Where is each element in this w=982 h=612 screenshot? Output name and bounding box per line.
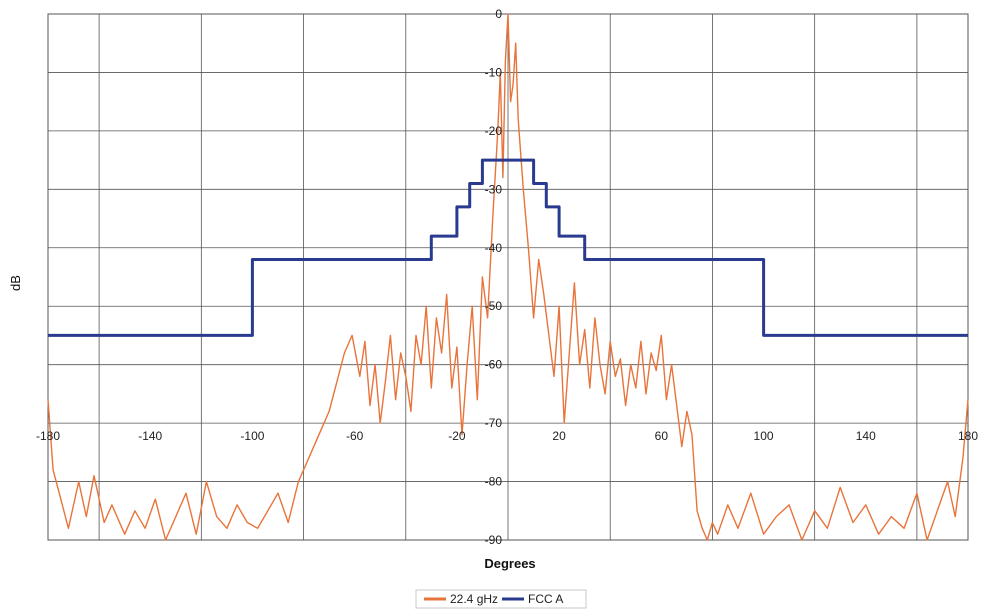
y-tick-label: -30: [485, 182, 503, 196]
tick-labels: -180 -140 -100 -60 -20 20 60 100 140 180 0 -10 -20 -3…: [36, 7, 978, 547]
x-tick-label: -180: [36, 429, 60, 443]
legend: 22.4 gHz FCC A: [416, 590, 586, 608]
x-tick-label: 180: [958, 429, 978, 443]
x-tick-label: 20: [552, 429, 566, 443]
grid: [48, 14, 968, 540]
x-tick-label: 100: [754, 429, 774, 443]
x-tick-label: -100: [240, 429, 264, 443]
y-tick-label: -50: [485, 299, 503, 313]
x-tick-label: 140: [856, 429, 876, 443]
y-tick-label: -60: [485, 358, 503, 372]
x-axis-title: Degrees: [484, 556, 535, 571]
x-tick-label: -20: [448, 429, 466, 443]
legend-label-fcc-a: FCC A: [528, 592, 563, 606]
y-tick-label: 0: [495, 7, 502, 21]
y-tick-label: -10: [485, 65, 503, 79]
y-tick-label: -70: [485, 416, 503, 430]
y-tick-label: -20: [485, 124, 503, 138]
x-tick-label: 60: [655, 429, 669, 443]
x-tick-label: -140: [138, 429, 162, 443]
y-axis-title: dB: [8, 275, 23, 291]
legend-label-22-4-ghz: 22.4 gHz: [450, 592, 498, 606]
x-tick-label: -60: [346, 429, 364, 443]
y-tick-label: -90: [485, 533, 503, 547]
y-tick-label: -40: [485, 241, 503, 255]
y-tick-label: -80: [485, 475, 503, 489]
